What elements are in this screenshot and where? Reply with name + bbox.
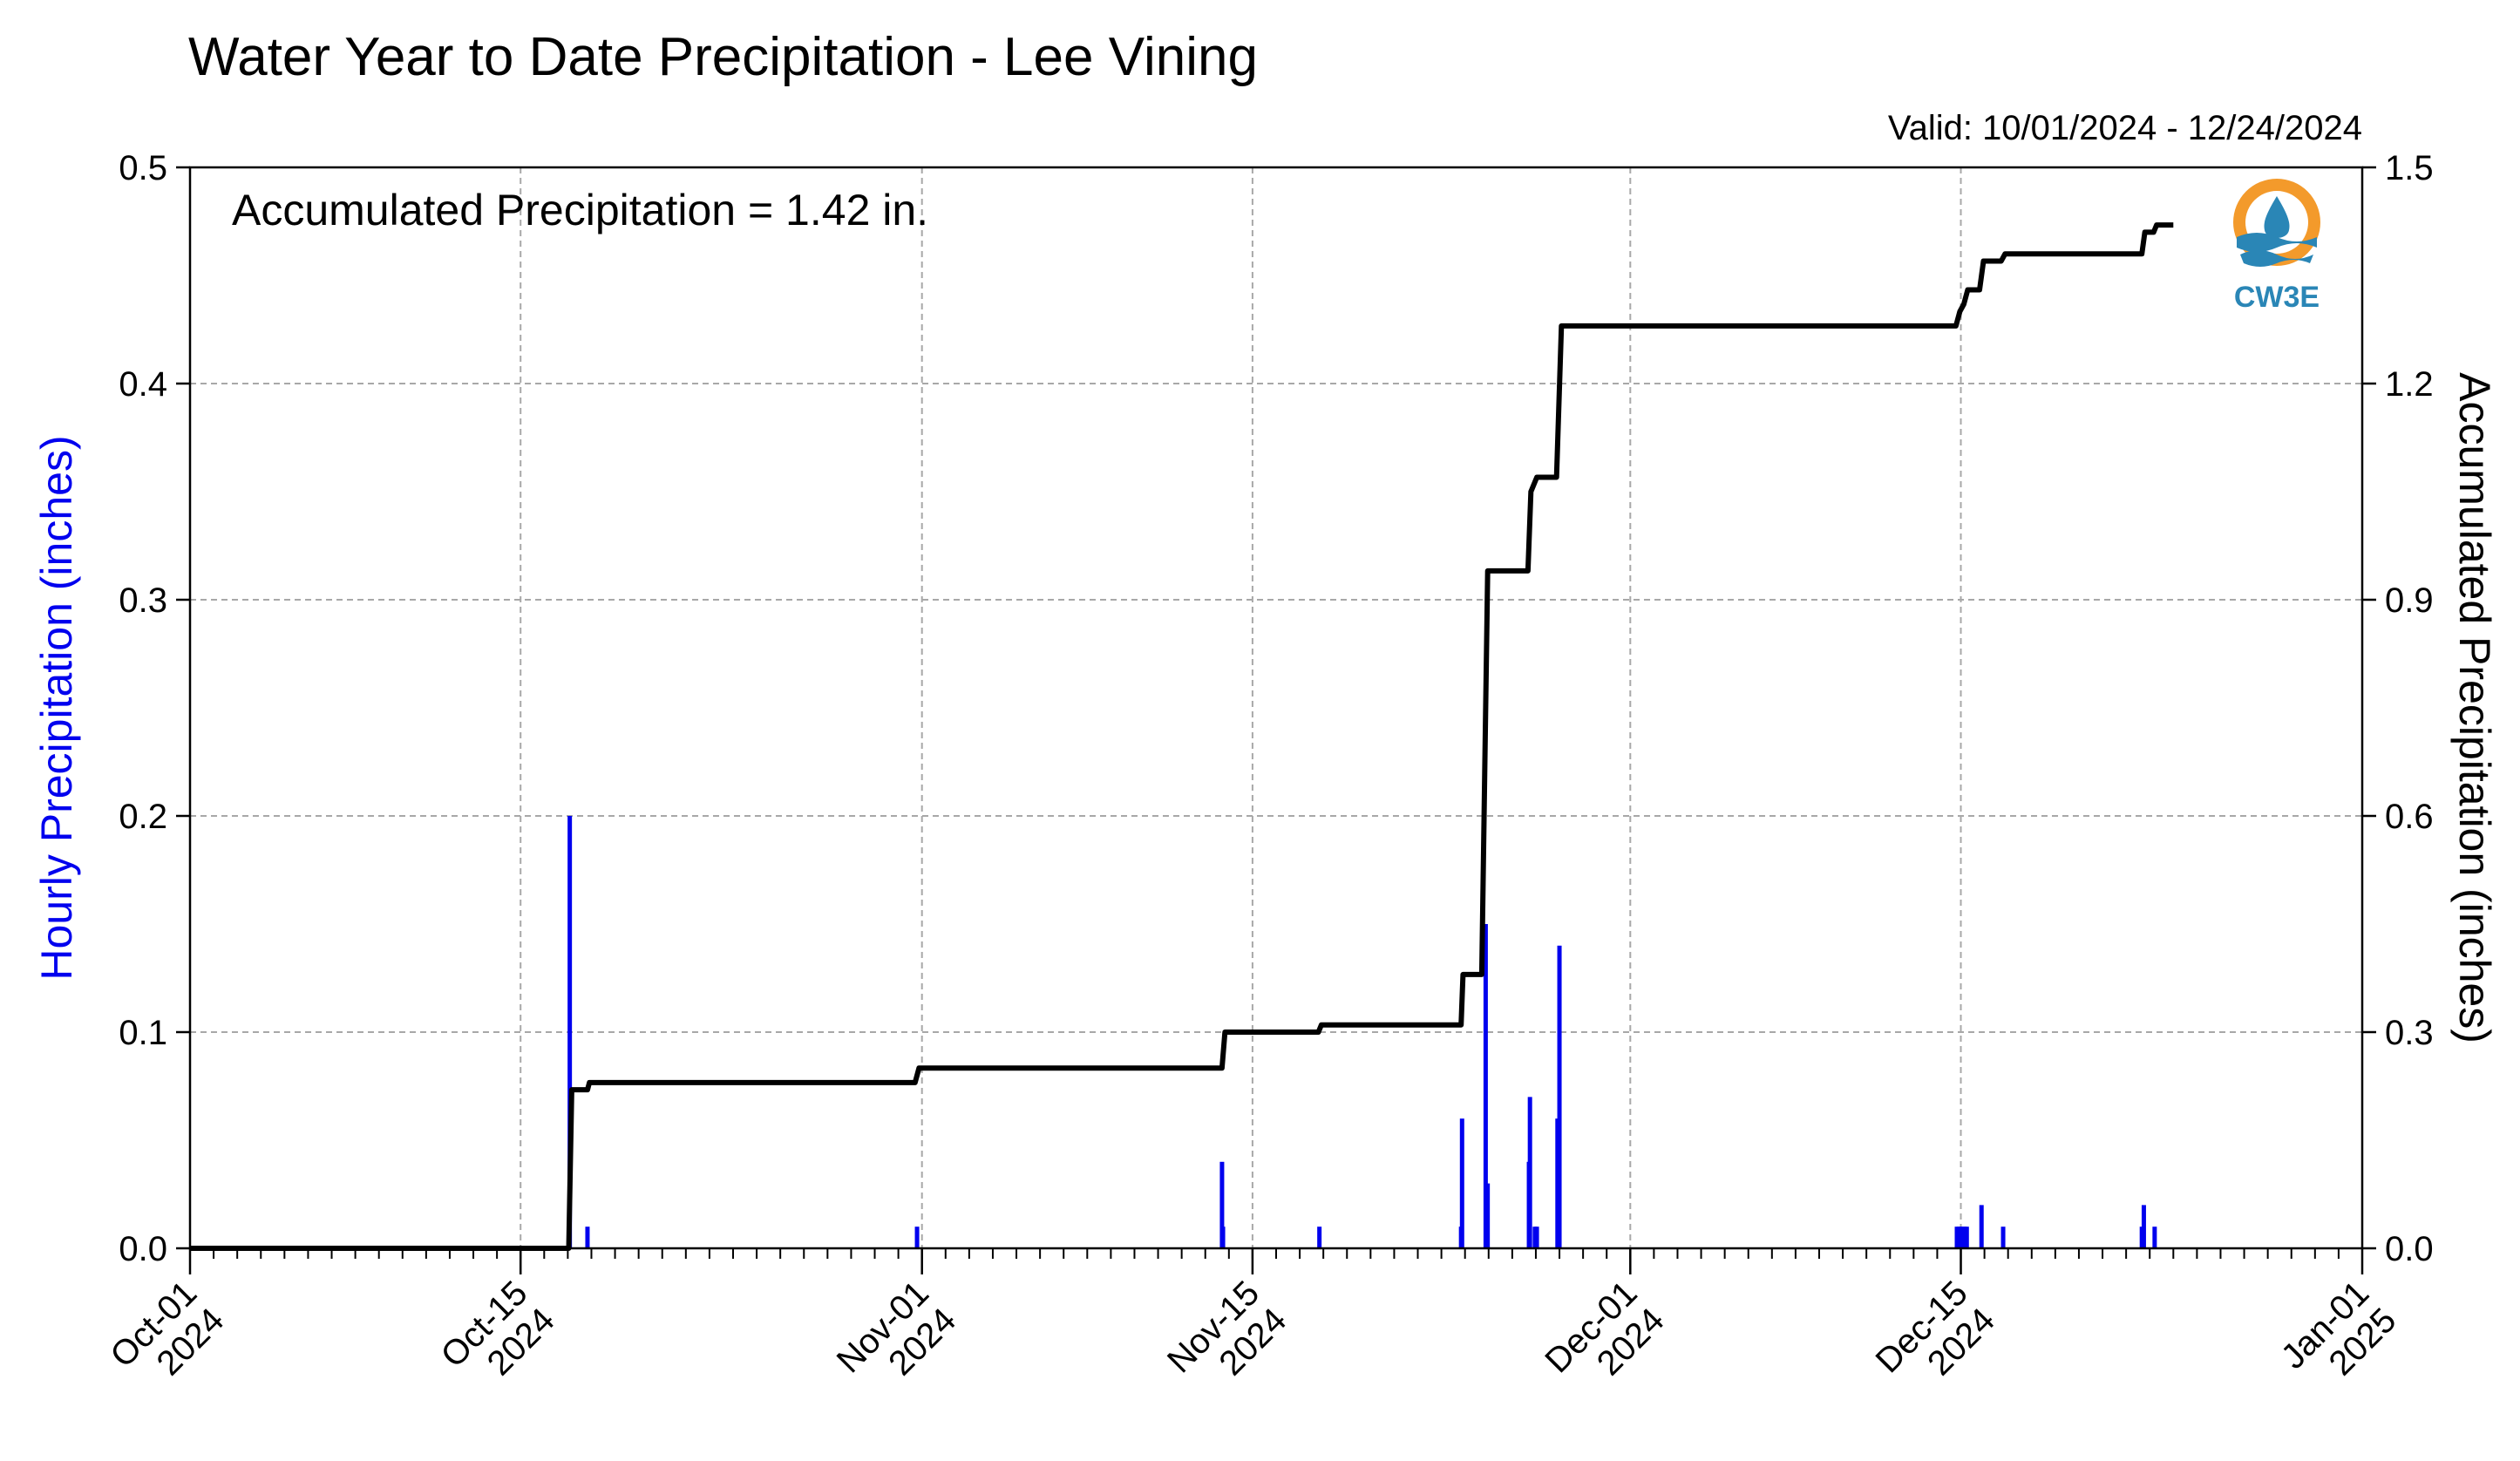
x-tick-label: Dec-152024 — [1869, 1274, 2002, 1407]
right-tick-label: 0.9 — [2385, 581, 2434, 620]
plot-frame — [188, 166, 2364, 1250]
chart-title: Water Year to Date Precipitation - Lee V… — [188, 27, 1258, 87]
accumulated-total-annotation: Accumulated Precipitation = 1.42 in. — [232, 186, 928, 234]
precip-bar — [1964, 1227, 1969, 1248]
left-axis-tick-labels: 0.0 0.1 0.2 0.3 0.4 0.5 — [119, 149, 167, 1268]
left-tick-label: 0.2 — [119, 798, 167, 836]
water-drop-icon — [2264, 196, 2290, 238]
hourly-precipitation-bars — [567, 816, 2157, 1248]
precip-bar — [2000, 1227, 2006, 1248]
right-tick-label: 0.3 — [2385, 1014, 2434, 1052]
left-tick-label: 0.1 — [119, 1014, 167, 1052]
logo-wave-2 — [2240, 250, 2313, 267]
cw3e-logo: CW3E — [2233, 179, 2320, 314]
left-tick-label: 0.3 — [119, 581, 167, 620]
precip-bar — [1534, 1227, 1539, 1248]
accumulated-precipitation-line — [190, 222, 2174, 1251]
precip-bar — [914, 1227, 920, 1248]
axis-ticks — [176, 166, 2376, 1274]
x-tick-label: Nov-012024 — [830, 1274, 963, 1407]
x-tick-label: Oct-152024 — [434, 1274, 562, 1402]
precip-bar — [1220, 1227, 1226, 1248]
precip-bar — [585, 1227, 590, 1248]
precip-bar — [567, 816, 573, 1248]
precip-bar — [1527, 1097, 1532, 1248]
precip-bar — [2152, 1227, 2157, 1248]
right-tick-label: 1.5 — [2385, 149, 2434, 187]
right-tick-label: 0.0 — [2385, 1230, 2434, 1268]
precip-bar — [1317, 1227, 1322, 1248]
x-axis-tick-labels: Oct-012024 Oct-152024 Nov-012024 Nov-152024… — [103, 1274, 2404, 1407]
left-tick-label: 0.5 — [119, 149, 167, 187]
logo-wave-1 — [2237, 233, 2317, 252]
precip-bar — [1459, 1118, 1464, 1248]
x-tick-label: Oct-012024 — [103, 1274, 231, 1402]
x-tick-label: Dec-012024 — [1538, 1274, 1671, 1407]
precip-bar — [1557, 945, 1562, 1248]
precip-bar — [1483, 924, 1488, 1248]
right-axis-label: Accumulated Precipitation (inches) — [2450, 372, 2499, 1043]
right-axis-tick-labels: 0.0 0.3 0.6 0.9 1.2 1.5 — [2385, 149, 2434, 1268]
logo-text: CW3E — [2234, 281, 2320, 314]
precip-bar — [2141, 1205, 2146, 1248]
x-tick-label: Nov-152024 — [1160, 1274, 1294, 1407]
grid-lines — [190, 167, 2362, 1248]
x-tick-label: Jan-012025 — [2274, 1274, 2404, 1403]
valid-date-range: Valid: 10/01/2024 - 12/24/2024 — [1888, 109, 2362, 147]
right-tick-label: 1.2 — [2385, 365, 2434, 404]
accumulated-precipitation-line-group — [190, 222, 2174, 1251]
left-tick-label: 0.0 — [119, 1230, 167, 1268]
right-tick-label: 0.6 — [2385, 798, 2434, 836]
left-tick-label: 0.4 — [119, 365, 167, 404]
left-axis-label: Hourly Precipitation (inches) — [32, 435, 81, 980]
precip-bar — [1485, 1183, 1491, 1248]
precip-bar — [1219, 1161, 1225, 1248]
precip-bar — [1979, 1205, 1984, 1248]
